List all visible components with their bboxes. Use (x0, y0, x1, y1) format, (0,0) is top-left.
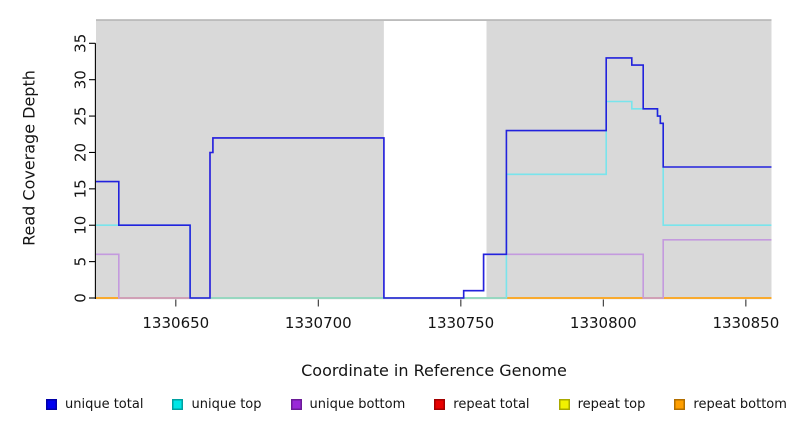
x-tick-label: 1330850 (712, 314, 779, 332)
series-line-unique-total (96, 57, 772, 299)
x-tick-label: 1330700 (285, 314, 352, 332)
y-tick-label: 20 (71, 143, 89, 162)
legend-label-unique-bottom: unique bottom (309, 397, 406, 412)
y-tick-label: 35 (71, 34, 89, 53)
legend-swatch-unique-top (172, 399, 184, 410)
legend: unique total unique top unique bottom repea… (46, 397, 787, 412)
chart-canvas: 0 5 10 15 20 25 30 35 1330650 1330700 1330750 13308… (71, 19, 779, 332)
legend-swatch-unique-total (46, 399, 57, 410)
legend-swatch-repeat-total (434, 399, 446, 410)
legend-item-repeat-top: repeat top (558, 397, 646, 412)
highlight-band (383, 21, 487, 299)
legend-label-repeat-bottom: repeat bottom (693, 397, 787, 412)
x-axis-label: Coordinate in Reference Genome (301, 361, 567, 380)
legend-item-unique-bottom: unique bottom (290, 397, 406, 412)
x-tick-label: 1330800 (570, 314, 637, 332)
legend-item-unique-total: unique total (46, 397, 143, 412)
legend-swatch-repeat-top (558, 399, 570, 410)
legend-item-repeat-bottom: repeat bottom (674, 397, 787, 412)
legend-item-repeat-total: repeat total (434, 397, 530, 412)
y-tick-label: 30 (71, 70, 89, 89)
y-tick-label: 0 (71, 293, 89, 303)
x-tick-label: 1330650 (142, 314, 209, 332)
legend-swatch-unique-bottom (290, 399, 302, 410)
y-axis-label: Read Coverage Depth (19, 70, 39, 246)
y-tick-label: 10 (71, 216, 89, 235)
legend-swatch-repeat-bottom (674, 399, 686, 410)
y-tick-label: 25 (71, 107, 89, 126)
y-tick-label: 15 (71, 179, 89, 198)
legend-label-repeat-total: repeat total (453, 397, 530, 412)
legend-label-unique-top: unique top (191, 397, 262, 412)
x-tick-label: 1330750 (427, 314, 494, 332)
legend-label-unique-total: unique total (65, 397, 144, 412)
legend-label-repeat-top: repeat top (577, 397, 646, 412)
legend-item-unique-top: unique top (172, 397, 262, 412)
y-tick-label: 5 (71, 257, 89, 267)
